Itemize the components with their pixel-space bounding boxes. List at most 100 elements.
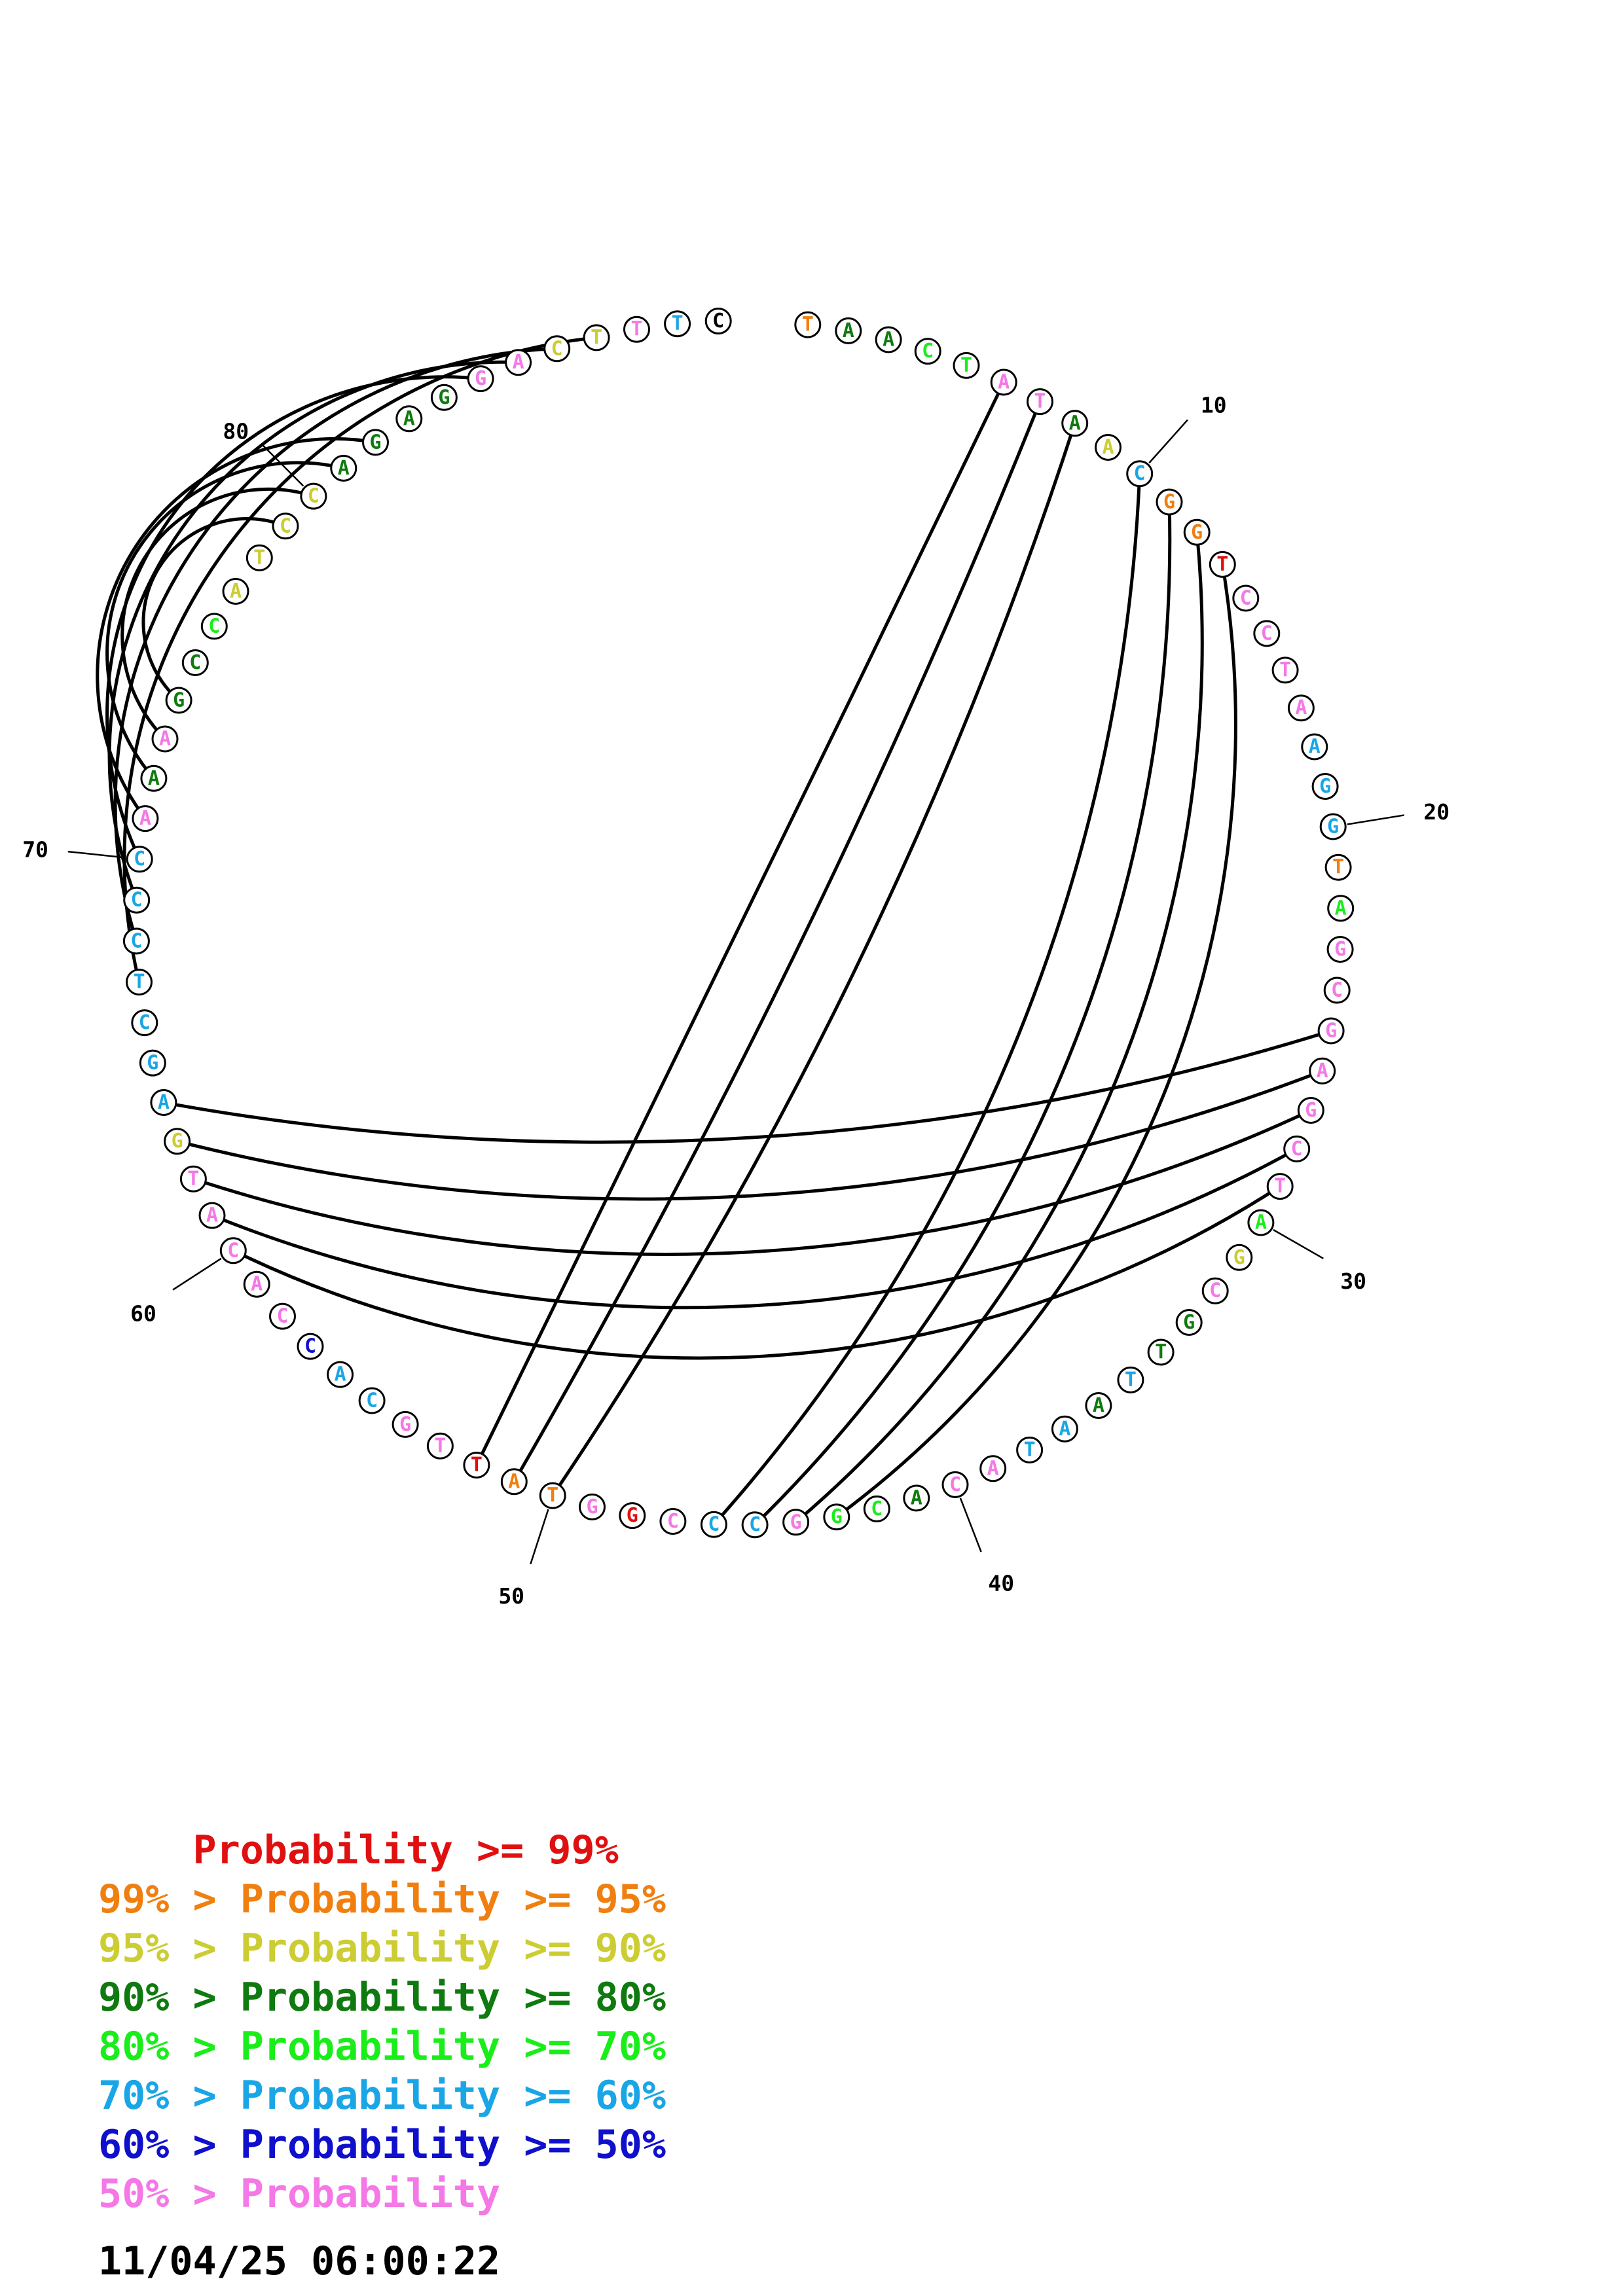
nucleotide: G xyxy=(1226,1244,1253,1271)
nucleotide: T xyxy=(1271,656,1299,684)
nucleotide: T xyxy=(1266,1173,1294,1200)
nucleotide: A xyxy=(979,1455,1007,1482)
nucleotide-letter: C xyxy=(1291,1138,1303,1160)
timestamp: 11/04/25 06:00:22 xyxy=(98,2238,501,2284)
tick-line xyxy=(1148,419,1188,464)
nucleotide-circle xyxy=(1327,895,1355,922)
nucleotide-circle xyxy=(131,1009,158,1037)
nucleotide: G xyxy=(164,1128,191,1155)
legend-entry: 99% > Probability >= 95% xyxy=(98,1876,666,1922)
nucleotide-circle xyxy=(198,1202,226,1229)
nucleotide: C xyxy=(1323,977,1351,1004)
tick-line xyxy=(1273,1229,1324,1259)
nucleotide-letter: G xyxy=(1233,1246,1245,1269)
nucleotide-letter: A xyxy=(1317,1060,1328,1083)
nucleotide-letter: A xyxy=(911,1486,922,1509)
legend-entry: 50% > Probability xyxy=(98,2171,501,2217)
nucleotide-letter: A xyxy=(403,407,415,430)
legend-entry: 60% > Probability >= 50% xyxy=(98,2122,666,2168)
base-pair-arc xyxy=(211,1147,1298,1310)
nucleotide-letter: A xyxy=(158,1091,170,1114)
nucleotide-circle xyxy=(132,805,159,833)
nucleotide-letter: G xyxy=(147,1052,158,1075)
nucleotide-letter: A xyxy=(1069,412,1081,435)
nucleotide-letter: T xyxy=(133,971,145,994)
nucleotide-circle xyxy=(1183,518,1211,546)
nucleotide-circle xyxy=(463,1452,490,1479)
nucleotide: C xyxy=(1283,1135,1311,1162)
base-pair-arc xyxy=(232,1185,1281,1360)
nucleotide-letter: C xyxy=(871,1498,883,1520)
nucleotide-circle xyxy=(126,969,153,996)
nucleotide-ring: T A ACTATAACGGTCCTAAGGTAGCGAGCTAGCGTTAATAC… xyxy=(122,308,1355,1539)
nucleotide: T xyxy=(1209,550,1236,578)
nucleotide: T xyxy=(1027,388,1053,416)
nucleotide-letter: C xyxy=(227,1239,239,1262)
nucleotide-letter: A xyxy=(338,457,350,480)
nucleotide: T xyxy=(246,544,273,571)
legend-entry: 80% > Probability >= 70% xyxy=(98,2024,666,2070)
nucleotide-circle xyxy=(782,1509,810,1536)
nucleotide: T xyxy=(126,969,153,996)
nucleotide-circle xyxy=(579,1493,606,1520)
nucleotide: A xyxy=(1301,733,1328,761)
base-pair-arc xyxy=(192,1109,1312,1256)
nucleotide-circle xyxy=(1301,733,1328,761)
nucleotide-letter: G xyxy=(1191,521,1203,544)
position-ticks: 10 20 30 40 50 60 70 80 xyxy=(22,393,1450,1609)
nucleotide: C xyxy=(704,308,732,334)
nucleotide: G xyxy=(467,365,494,393)
base-pair-arc xyxy=(96,437,376,820)
nucleotide: A xyxy=(150,1089,177,1116)
nucleotide-circle xyxy=(327,1361,354,1388)
nucleotide: C xyxy=(1253,620,1281,647)
nucleotide-circle xyxy=(122,927,150,955)
tick-label: 60 xyxy=(130,1301,156,1327)
nucleotide-circle xyxy=(243,1270,270,1298)
nucleotide: G xyxy=(430,384,458,411)
nucleotide: C xyxy=(741,1511,769,1539)
nucleotide-circle xyxy=(741,1511,769,1539)
nucleotide: A xyxy=(1309,1057,1336,1085)
nucleotide-letter: G xyxy=(438,386,450,409)
legend-entry: Probability >= 99% xyxy=(98,1827,619,1873)
nucleotide: A xyxy=(132,805,159,833)
nucleotide: G xyxy=(1156,488,1183,516)
nucleotide-letter: C xyxy=(712,310,724,332)
nucleotide-letter: T xyxy=(434,1435,446,1458)
nucleotide-circle xyxy=(1323,977,1351,1004)
nucleotide: A xyxy=(875,326,902,353)
nucleotide-circle xyxy=(953,351,980,379)
nucleotide-circle xyxy=(1051,1415,1078,1443)
nucleotide: T xyxy=(623,315,650,343)
nucleotide-circle xyxy=(150,1089,177,1116)
nucleotide-letter: A xyxy=(1309,736,1321,759)
nucleotide-circle xyxy=(1283,1135,1311,1162)
nucleotide-circle xyxy=(1324,853,1352,881)
nucleotide: C xyxy=(700,1511,727,1538)
nucleotide: G xyxy=(1319,813,1347,840)
nucleotide-circle xyxy=(358,1387,386,1414)
nucleotide: T xyxy=(426,1432,454,1460)
nucleotide-letter: C xyxy=(1331,979,1343,1002)
nucleotide-letter: T xyxy=(960,354,972,377)
nucleotide: G xyxy=(139,1049,166,1077)
nucleotide: A xyxy=(1085,1392,1112,1419)
nucleotide-letter: T xyxy=(1155,1341,1167,1364)
nucleotide: C xyxy=(297,1333,324,1360)
nucleotide-circle xyxy=(823,1503,850,1531)
nucleotide-letter: A xyxy=(513,351,524,374)
nucleotide: A xyxy=(198,1202,226,1229)
nucleotide: C xyxy=(1232,584,1260,612)
nucleotide: C xyxy=(181,649,209,676)
nucleotide: T xyxy=(1016,1436,1044,1463)
nucleotide: T xyxy=(463,1452,490,1479)
nucleotide-letter: T xyxy=(1216,553,1228,576)
nucleotide-circle xyxy=(219,1237,247,1265)
nucleotide-letter: A xyxy=(1295,696,1307,719)
tick-label: 50 xyxy=(498,1583,524,1609)
nucleotide-circle xyxy=(1326,936,1354,963)
nucleotide-circle xyxy=(392,1410,419,1438)
nucleotide-circle xyxy=(700,1511,727,1538)
base-pair-arc xyxy=(551,423,1077,1497)
